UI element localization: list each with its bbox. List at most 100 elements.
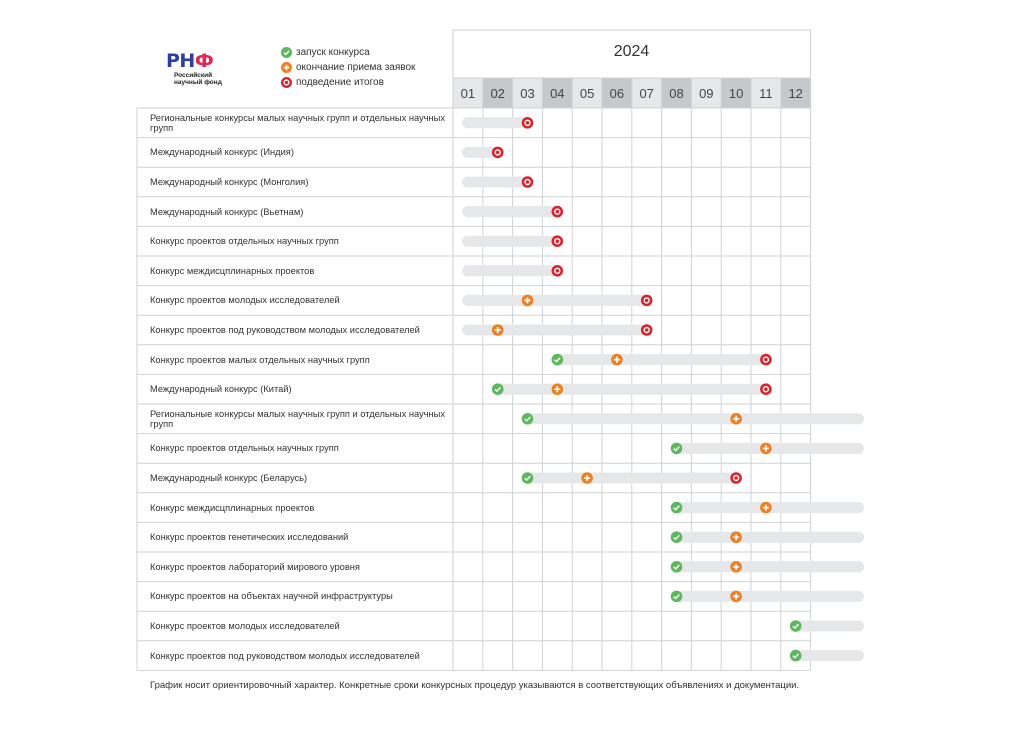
- launch-marker: [670, 561, 683, 573]
- month-label: 08: [669, 86, 684, 101]
- launch-marker: [670, 531, 683, 543]
- launch-marker-check: [792, 653, 800, 659]
- timeline-bar: [556, 354, 766, 366]
- launch-marker: [670, 442, 683, 455]
- results-marker: [760, 383, 772, 396]
- deadline-marker-plus: [494, 327, 501, 333]
- legend-item-launch: запуск конкурса: [281, 45, 415, 60]
- row-label: Конкурс междисцплинарных проектов: [150, 265, 315, 276]
- results-marker: [551, 235, 564, 247]
- logo-subtitle-line2: научный фонд: [174, 79, 222, 86]
- launch-marker-check: [792, 623, 800, 630]
- results-marker-ring: [732, 474, 740, 482]
- month-header-cell: [482, 78, 513, 108]
- results-marker: [640, 324, 653, 336]
- month-label: 06: [609, 86, 625, 101]
- month-label: 09: [699, 86, 714, 101]
- month-label: 11: [759, 86, 773, 101]
- row-label: Региональные конкурсы малых научных груп…: [150, 112, 445, 133]
- row-label: Конкурс проектов на объектах научной инф…: [150, 591, 393, 602]
- month-label: 04: [550, 86, 565, 101]
- deadline-marker-plus: [733, 415, 740, 422]
- launch-marker: [670, 590, 683, 603]
- row-label: Международный конкурс (Беларусь): [150, 472, 308, 483]
- results-marker: [521, 117, 534, 129]
- row-label: Международный конкурс (Монголия): [150, 176, 309, 187]
- launch-marker: [521, 413, 534, 425]
- month-header-cell: [780, 78, 811, 108]
- results-marker: [521, 176, 534, 188]
- results-marker-ring: [643, 297, 650, 304]
- deadline-marker-plus: [584, 475, 591, 481]
- month-label: 03: [520, 86, 535, 101]
- month-header-cell: [691, 78, 722, 108]
- logo-mark: РНФ: [166, 50, 226, 72]
- launch-marker-check: [524, 475, 531, 482]
- month-label: 07: [639, 86, 654, 101]
- deadline-marker-plus: [733, 563, 740, 570]
- row-label: Конкурс проектов лабораторий мирового ур…: [150, 561, 360, 572]
- row-label: Международный конкурс (Китай): [150, 384, 292, 395]
- deadline-marker-plus: [762, 504, 769, 511]
- deadline-marker-plus: [762, 445, 769, 452]
- results-marker-ring: [524, 178, 531, 186]
- deadline-marker-plus: [733, 593, 740, 600]
- launch-marker: [670, 501, 683, 514]
- deadline-marker-plus: [613, 356, 620, 363]
- timeline-bar: [794, 620, 864, 632]
- month-header-cell: [751, 78, 781, 108]
- timeline-bar: [462, 117, 528, 129]
- month-label: 02: [490, 86, 505, 101]
- timeline-bar: [794, 650, 864, 662]
- row-label: Конкурс междисцплинарных проектов: [150, 502, 315, 513]
- month-label: 12: [788, 86, 803, 101]
- month-header-cell: [661, 78, 692, 108]
- launch-marker: [789, 649, 802, 662]
- plus-circle-icon: [281, 62, 292, 73]
- month-header-cell: [542, 78, 573, 108]
- logo-mark-part2: Ф: [194, 50, 214, 72]
- results-marker-ring: [524, 119, 531, 127]
- month-label: 05: [579, 86, 595, 101]
- month-header-cell: [631, 78, 662, 108]
- timeline-bar: [462, 324, 647, 336]
- timeline-bar: [462, 176, 528, 188]
- launch-marker: [521, 472, 534, 484]
- timeline-bar: [462, 146, 498, 158]
- logo-subtitle: Российский научный фонд: [174, 72, 226, 86]
- month-label: 10: [728, 86, 744, 101]
- target-circle-icon: [281, 77, 292, 88]
- results-marker-ring: [554, 237, 561, 245]
- logo-subtitle-line1: Российский: [174, 72, 213, 79]
- timeline-bar: [462, 294, 647, 306]
- row-label: Конкурс проектов под руководством молоды…: [150, 324, 420, 335]
- launch-marker-check: [673, 564, 680, 570]
- month-header-cell: [453, 78, 483, 108]
- launch-marker-check: [673, 446, 680, 452]
- timeline-bar: [675, 590, 864, 602]
- results-marker-ring: [554, 267, 561, 274]
- launch-marker: [491, 383, 504, 396]
- row-label: Конкурс проектов генетических исследован…: [150, 532, 349, 543]
- results-marker-ring: [554, 208, 561, 215]
- results-marker: [491, 146, 504, 159]
- results-marker: [730, 472, 742, 484]
- launch-marker-check: [673, 505, 680, 511]
- deadline-marker-plus: [733, 534, 740, 541]
- row-label: Конкурс проектов под руководством молоды…: [150, 650, 420, 661]
- results-marker-ring: [494, 149, 501, 156]
- legend-label-results: подведение итогов: [296, 77, 384, 88]
- timeline-bar: [675, 561, 864, 573]
- launch-marker: [789, 620, 802, 632]
- month-header-cell: [512, 78, 543, 108]
- legend-label-launch: запуск конкурса: [296, 47, 370, 58]
- rnf-logo: РНФ Российский научный фонд: [166, 50, 226, 87]
- row-label: Конкурс проектов малых отдельных научных…: [150, 354, 370, 365]
- timeline-bar: [462, 265, 558, 277]
- check-circle-icon: [281, 47, 292, 58]
- results-marker-ring: [643, 326, 650, 334]
- legend-label-deadline: окончание приема заявок: [296, 62, 416, 73]
- timeline-bar: [526, 472, 737, 484]
